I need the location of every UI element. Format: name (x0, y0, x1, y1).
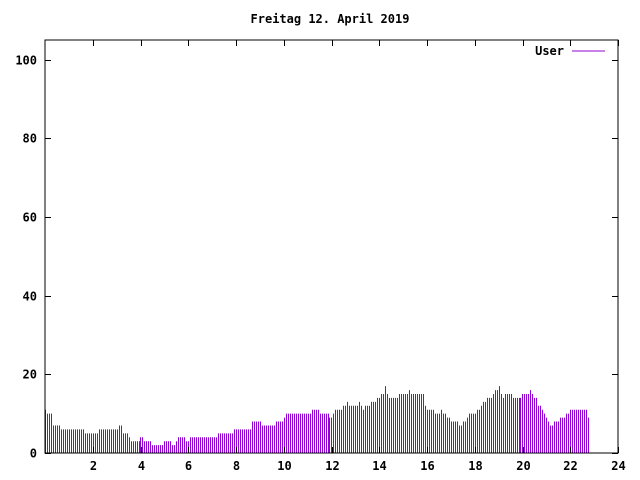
x-tick-label: 14 (372, 459, 386, 473)
y-tick-label: 0 (30, 447, 37, 461)
x-tick-label: 20 (516, 459, 530, 473)
y-tick-label: 100 (15, 54, 37, 68)
x-tick-label: 2 (90, 459, 97, 473)
x-tick-label: 22 (563, 459, 577, 473)
x-tick-label: 4 (138, 459, 145, 473)
y-tick-label: 20 (23, 368, 37, 382)
y-axis: 0 20 40 60 80 100 (15, 54, 618, 461)
x-axis: 2 4 6 8 10 12 14 16 18 20 22 24 (90, 40, 626, 473)
x-tick-label: 10 (277, 459, 291, 473)
y-tick-label: 80 (23, 132, 37, 146)
legend-label-user: User (535, 44, 564, 58)
x-tick-label: 8 (233, 459, 240, 473)
x-tick-label: 16 (420, 459, 434, 473)
bar-series-user (45, 386, 589, 453)
y-tick-label: 40 (23, 290, 37, 304)
plot-frame (44, 39, 619, 454)
x-tick-label: 12 (325, 459, 339, 473)
x-tick-label: 18 (468, 459, 482, 473)
chart-title: Freitag 12. April 2019 (251, 12, 410, 26)
x-tick-label: 24 (611, 459, 625, 473)
legend: User (535, 44, 605, 58)
y-tick-label: 60 (23, 211, 37, 225)
x-tick-label: 6 (185, 459, 192, 473)
